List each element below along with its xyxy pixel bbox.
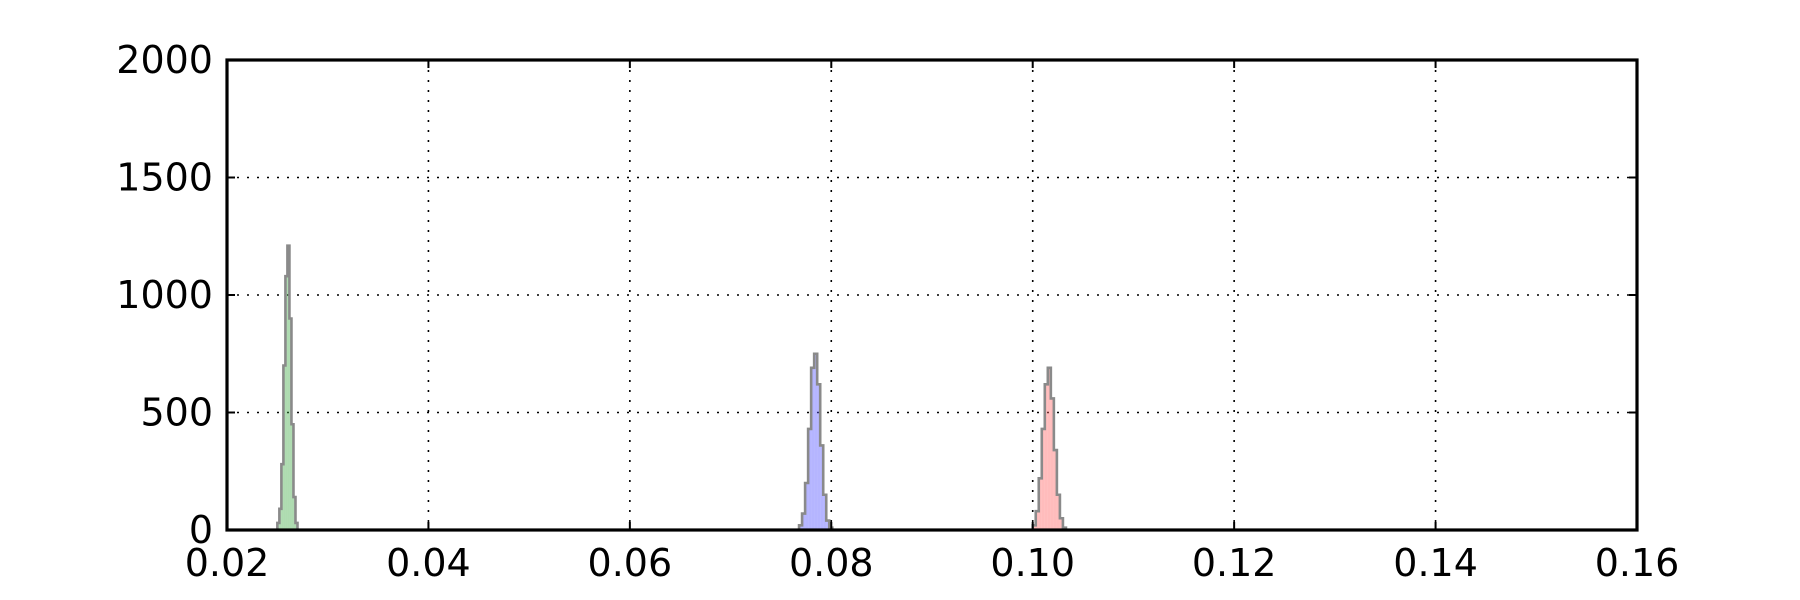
y-tick-label: 2000: [116, 38, 213, 82]
x-tick-label: 0.04: [386, 541, 471, 585]
x-tick-label: 0.10: [990, 541, 1075, 585]
y-tick-label: 1500: [116, 156, 213, 200]
x-tick-label: 0.06: [588, 541, 673, 585]
x-tick-label: 0.16: [1595, 541, 1680, 585]
x-tick-label: 0.14: [1393, 541, 1478, 585]
y-tick-label: 0: [189, 508, 213, 552]
y-tick-label: 500: [140, 391, 213, 435]
y-tick-label: 1000: [116, 273, 213, 317]
x-tick-label: 0.12: [1192, 541, 1277, 585]
x-tick-label: 0.08: [789, 541, 874, 585]
